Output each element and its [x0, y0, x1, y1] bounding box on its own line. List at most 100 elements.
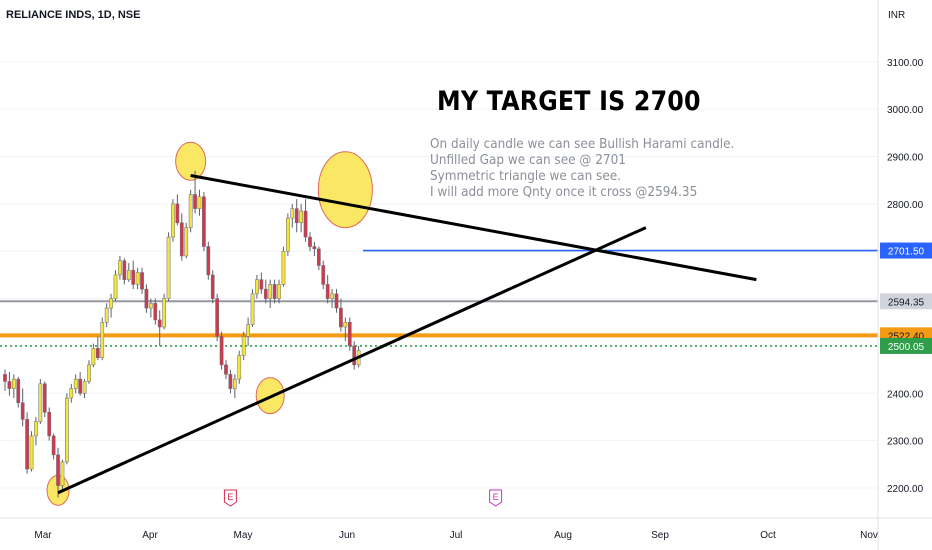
candle-body[interactable]: [100, 322, 105, 359]
candle-body[interactable]: [210, 274, 215, 299]
earnings-marker-icon[interactable]: [489, 489, 503, 507]
candle-body[interactable]: [294, 208, 299, 224]
candle-body[interactable]: [179, 222, 184, 257]
candle-body[interactable]: [228, 374, 233, 389]
candle-body[interactable]: [47, 411, 52, 437]
candle-body[interactable]: [224, 364, 228, 375]
highlight-circle: [175, 141, 207, 181]
candle-body[interactable]: [135, 272, 140, 285]
candle-body[interactable]: [347, 322, 352, 347]
candle-body[interactable]: [60, 461, 65, 486]
candle-body[interactable]: [82, 381, 87, 394]
candle-body[interactable]: [241, 336, 246, 356]
candle-body[interactable]: [193, 194, 197, 209]
y-tick-label: 2300.00: [887, 437, 924, 448]
candle-body[interactable]: [144, 288, 149, 309]
y-tick-label: 3000.00: [887, 105, 924, 116]
price-label-box: [880, 293, 932, 310]
candle-body[interactable]: [312, 246, 317, 250]
candle-body[interactable]: [153, 303, 158, 321]
annotation-headline: MY TARGET IS 2700: [437, 86, 701, 117]
candle-body[interactable]: [206, 246, 211, 276]
trendline[interactable]: [190, 174, 757, 282]
candle-body[interactable]: [202, 196, 206, 247]
candle-body[interactable]: [104, 307, 109, 323]
candle-body[interactable]: [321, 265, 326, 285]
x-tick-label: Nov: [860, 530, 878, 541]
candle-body[interactable]: [95, 348, 100, 359]
candle-body[interactable]: [308, 236, 312, 247]
candle-body[interactable]: [250, 293, 255, 325]
y-tick-label: 2800.00: [887, 200, 924, 211]
candle-body[interactable]: [330, 293, 334, 299]
candle-body[interactable]: [118, 260, 122, 276]
earnings-marker-icon[interactable]: [223, 489, 237, 507]
candle-body[interactable]: [16, 378, 21, 404]
candle-body[interactable]: [149, 303, 153, 309]
candle-body[interactable]: [113, 274, 118, 299]
candle-body[interactable]: [69, 388, 74, 399]
candle-body[interactable]: [268, 284, 273, 299]
currency-label: INR: [888, 10, 906, 21]
candle-body[interactable]: [334, 293, 339, 309]
trendline[interactable]: [57, 226, 647, 495]
candle-body[interactable]: [65, 397, 69, 463]
candle-body[interactable]: [51, 435, 56, 456]
candle-body[interactable]: [255, 279, 259, 295]
candle-body[interactable]: [122, 260, 127, 280]
candle-body[interactable]: [109, 298, 113, 309]
candle-body[interactable]: [140, 272, 144, 290]
candle-body[interactable]: [38, 383, 43, 422]
candle-body[interactable]: [56, 454, 60, 486]
candle-body[interactable]: [303, 210, 308, 238]
candle-body[interactable]: [188, 194, 193, 228]
candle-body[interactable]: [277, 284, 281, 299]
candle-body[interactable]: [325, 284, 330, 299]
x-tick-label: Jul: [450, 530, 463, 541]
candle-body[interactable]: [78, 378, 82, 394]
candle-body[interactable]: [316, 248, 321, 266]
note-line: On daily candle we can see Bullish Haram…: [430, 137, 735, 152]
candle-body[interactable]: [175, 203, 180, 224]
candle-body[interactable]: [339, 307, 343, 328]
candle-body[interactable]: [299, 210, 303, 224]
candle-body[interactable]: [166, 236, 171, 299]
candle-body[interactable]: [11, 378, 16, 389]
candle-body[interactable]: [42, 383, 47, 413]
candle-body[interactable]: [73, 378, 78, 389]
candle-body[interactable]: [343, 322, 348, 328]
candle-body[interactable]: [25, 419, 29, 470]
candle-body[interactable]: [7, 381, 12, 389]
candle-body[interactable]: [352, 345, 357, 366]
candle-body[interactable]: [184, 227, 189, 257]
candle-body[interactable]: [232, 378, 237, 389]
candle-body[interactable]: [131, 269, 136, 285]
candle-body[interactable]: [246, 324, 250, 337]
price-label: 2500.05: [888, 342, 925, 353]
candle-body[interactable]: [34, 421, 38, 437]
candle-body[interactable]: [171, 203, 175, 238]
candle-body[interactable]: [3, 374, 7, 382]
x-tick-label: Jun: [339, 530, 355, 541]
candle-body[interactable]: [29, 435, 34, 470]
candle-body[interactable]: [219, 336, 224, 366]
candle-body[interactable]: [286, 217, 290, 252]
candle-body[interactable]: [87, 364, 91, 382]
candle-body[interactable]: [157, 319, 162, 328]
highlight-circle: [317, 151, 373, 229]
candle-body[interactable]: [259, 279, 264, 290]
candle-body[interactable]: [20, 402, 25, 420]
candle-body[interactable]: [126, 269, 131, 280]
candle-body[interactable]: [162, 298, 166, 328]
x-tick-label: Oct: [760, 530, 776, 541]
candle-body[interactable]: [91, 348, 96, 366]
candle-body[interactable]: [272, 284, 277, 299]
price-label: 2522.40: [888, 331, 925, 342]
candle-body[interactable]: [237, 355, 242, 380]
candle-body[interactable]: [197, 196, 202, 209]
candle-body[interactable]: [281, 251, 286, 285]
candle-body[interactable]: [215, 298, 220, 337]
candle-body[interactable]: [263, 288, 268, 299]
candle-body[interactable]: [290, 208, 295, 219]
